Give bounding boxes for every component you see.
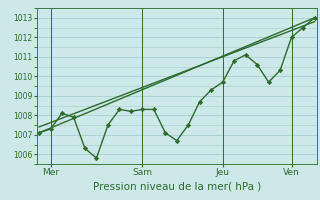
X-axis label: Pression niveau de la mer( hPa ): Pression niveau de la mer( hPa ) bbox=[93, 181, 261, 191]
